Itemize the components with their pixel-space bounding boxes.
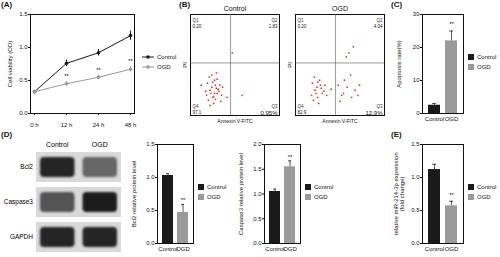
svg-text:Bcl2 relative protein level: Bcl2 relative protein level — [131, 161, 137, 228]
svg-text:Q3: Q3 — [376, 104, 383, 109]
svg-text:OGD: OGD — [176, 246, 190, 252]
html-text:OGD: OGD — [477, 193, 491, 200]
svg-text:Apoptosis rate(%): Apoptosis rate(%) — [396, 40, 402, 88]
svg-text:**: ** — [64, 73, 69, 79]
svg-text:PI: PI — [287, 62, 293, 68]
svg-text:0.0: 0.0 — [411, 240, 420, 246]
svg-text:2.0: 2.0 — [253, 141, 262, 147]
svg-text:0: 0 — [416, 110, 420, 116]
svg-text:1.5: 1.5 — [411, 141, 420, 147]
svg-text:**: ** — [449, 192, 454, 198]
svg-text:Control: Control — [224, 5, 247, 12]
svg-text:10: 10 — [413, 77, 420, 83]
html-text:(C): (C) — [391, 0, 403, 9]
svg-text:0.0: 0.0 — [19, 110, 28, 116]
svg-text:Cell viability (OD): Cell viability (OD) — [7, 41, 13, 87]
svg-text:Q1: Q1 — [193, 18, 200, 23]
svg-text:OGD: OGD — [445, 246, 459, 252]
html-text:OGD: OGD — [157, 63, 171, 70]
html-text:(D): (D) — [1, 130, 13, 139]
html-text:(E): (E) — [391, 130, 402, 139]
svg-text:0.95%: 0.95% — [260, 110, 278, 116]
svg-text:OGD: OGD — [283, 246, 297, 252]
svg-text:OGD: OGD — [92, 141, 108, 148]
svg-text:Caspase3: Caspase3 — [4, 198, 34, 206]
svg-text:Bcl2: Bcl2 — [20, 163, 33, 170]
svg-text:1.5: 1.5 — [253, 166, 262, 172]
svg-text:Q4: Q4 — [193, 104, 200, 109]
svg-text:0 h: 0 h — [30, 122, 38, 128]
svg-text:1.0: 1.0 — [19, 44, 28, 50]
svg-text:1.0: 1.0 — [253, 191, 262, 197]
svg-text:4.04: 4.04 — [374, 24, 383, 29]
svg-text:**: ** — [288, 154, 293, 160]
svg-text:0.0: 0.0 — [253, 240, 262, 246]
html-text:OGD: OGD — [207, 193, 221, 200]
html-text:OGD: OGD — [314, 193, 328, 200]
svg-text:12.9%: 12.9% — [365, 110, 383, 116]
svg-text:0.5: 0.5 — [411, 207, 420, 213]
html-text:Control: Control — [157, 53, 177, 60]
svg-text:**: ** — [96, 67, 101, 73]
svg-text:Q4: Q4 — [298, 104, 305, 109]
svg-text:Q1: Q1 — [298, 18, 305, 23]
svg-text:0.0: 0.0 — [146, 240, 155, 246]
svg-text:**: ** — [449, 21, 454, 27]
svg-text:30: 30 — [413, 11, 420, 17]
svg-text:24 h: 24 h — [93, 122, 105, 128]
html-text:(B): (B) — [179, 0, 191, 9]
svg-text:Q3: Q3 — [271, 104, 278, 109]
svg-text:0.5: 0.5 — [146, 207, 155, 213]
html-text:(A): (A) — [1, 0, 13, 9]
svg-text:48 h: 48 h — [125, 122, 137, 128]
svg-text:OGD: OGD — [445, 116, 459, 122]
html-text:Control: Control — [477, 183, 497, 190]
svg-text:1.5: 1.5 — [19, 11, 28, 17]
svg-text:Control: Control — [425, 116, 444, 122]
svg-text:1.5: 1.5 — [146, 141, 155, 147]
svg-text:OGD: OGD — [332, 5, 348, 12]
svg-text:82.9: 82.9 — [298, 110, 307, 115]
svg-text:1.83: 1.83 — [269, 24, 278, 29]
svg-text:relative miR-214-3p expression: relative miR-214-3p expression(fold chan… — [393, 152, 405, 235]
svg-text:0.20: 0.20 — [193, 24, 202, 29]
svg-text:1.0: 1.0 — [411, 174, 420, 180]
svg-text:Control: Control — [46, 141, 69, 148]
svg-text:1.0: 1.0 — [146, 174, 155, 180]
svg-text:Annexin V-FITC: Annexin V-FITC — [322, 118, 358, 124]
svg-text:12 h: 12 h — [61, 122, 73, 128]
svg-text:PI: PI — [182, 62, 188, 68]
svg-text:20: 20 — [413, 44, 420, 50]
svg-text:Q2: Q2 — [376, 18, 383, 23]
html-text:Control: Control — [477, 53, 497, 60]
html-text:Control: Control — [314, 183, 334, 190]
svg-text:0.20: 0.20 — [298, 24, 307, 29]
svg-text:0.5: 0.5 — [253, 216, 262, 222]
svg-text:97.1: 97.1 — [193, 110, 202, 115]
svg-text:**: ** — [128, 58, 133, 64]
svg-text:Q2: Q2 — [271, 18, 278, 23]
svg-text:Control: Control — [158, 246, 177, 252]
svg-text:Annexin V-FITC: Annexin V-FITC — [217, 118, 253, 124]
html-text:Control: Control — [207, 183, 227, 190]
svg-text:Caspase3 relative protein leve: Caspase3 relative protein level — [238, 153, 244, 235]
svg-text:Control: Control — [265, 246, 284, 252]
svg-text:0.5: 0.5 — [19, 77, 28, 83]
html-text:OGD: OGD — [477, 63, 491, 70]
svg-text:GAPDH: GAPDH — [10, 233, 33, 240]
svg-text:**: ** — [181, 197, 186, 203]
svg-text:Control: Control — [425, 246, 444, 252]
